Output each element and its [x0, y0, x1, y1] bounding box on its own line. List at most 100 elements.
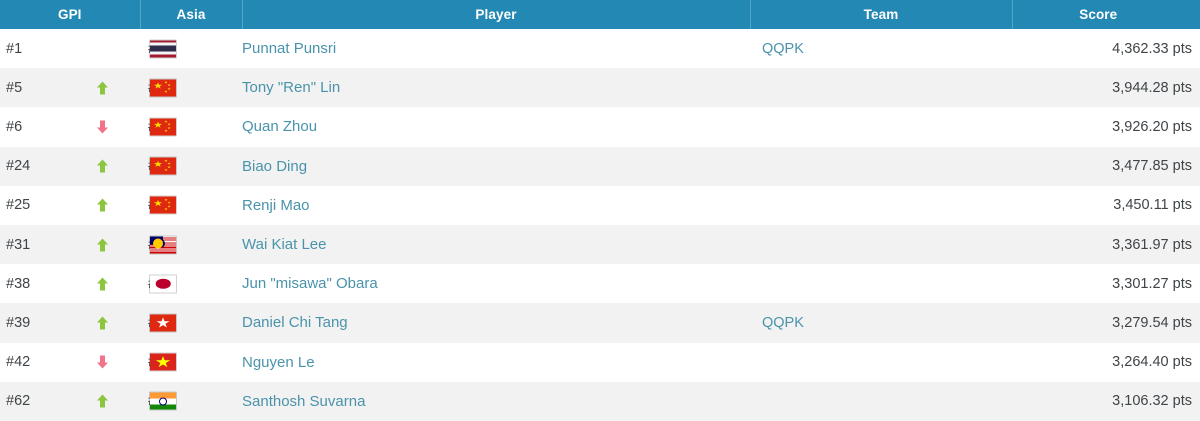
team-cell — [750, 107, 1012, 146]
column-header-score[interactable]: Score — [1079, 7, 1118, 22]
flag-vietnam-icon — [149, 352, 177, 372]
gpi-rank: #5 — [6, 79, 23, 96]
flag-china-icon — [149, 117, 177, 137]
arrow-down-icon — [97, 120, 108, 134]
arrow-up-icon — [97, 316, 108, 330]
gpi-cell: #39 — [0, 303, 140, 342]
gpi-cell: #1 — [0, 29, 140, 68]
score-cell: 3,477.85 pts — [1112, 158, 1192, 175]
team-cell — [750, 264, 1012, 303]
gpi-cell: #24 — [0, 147, 140, 186]
score-cell: 4,362.33 pts — [1112, 40, 1192, 57]
score-cell: 3,301.27 pts — [1112, 275, 1192, 292]
arrow-up-icon — [97, 277, 108, 291]
team-cell — [750, 225, 1012, 264]
arrow-up-icon — [97, 238, 108, 252]
team-cell — [750, 186, 1012, 225]
gpi-rank: #62 — [6, 393, 31, 410]
team-cell — [750, 343, 1012, 382]
player-cell: Santhosh Suvarna — [149, 382, 750, 421]
player-cell: Wai Kiat Lee — [149, 225, 750, 264]
player-name-link[interactable]: Tony "Ren" Lin — [242, 79, 341, 97]
team-cell: QQPK — [750, 303, 1012, 342]
flag-hongkong-icon — [149, 313, 177, 333]
table-row[interactable]: #42#9Nguyen Le3,264.40 pts — [0, 342, 1200, 382]
column-header-gpi[interactable]: GPI — [0, 0, 141, 29]
player-name-link[interactable]: Daniel Chi Tang — [242, 314, 348, 332]
score-cell: 3,450.11 pts — [1113, 197, 1192, 214]
player-name-link[interactable]: Santhosh Suvarna — [242, 392, 366, 410]
gpi-cell: #5 — [0, 68, 140, 107]
team-cell — [750, 147, 1012, 186]
player-name-link[interactable]: Nguyen Le — [242, 353, 315, 371]
arrow-up-icon — [97, 198, 108, 212]
player-cell: Quan Zhou — [149, 107, 750, 146]
flag-malaysia-icon — [149, 235, 177, 255]
player-cell: Daniel Chi Tang — [149, 303, 750, 342]
gpi-cell: #6 — [0, 107, 140, 146]
score-cell: 3,944.28 pts — [1112, 79, 1192, 96]
gpi-cell: #38 — [0, 264, 140, 303]
flag-china-icon — [149, 195, 177, 215]
flag-japan-icon — [149, 274, 177, 294]
player-cell: Renji Mao — [149, 186, 750, 225]
flag-china-icon — [149, 78, 177, 98]
player-name-link[interactable]: Jun "misawa" Obara — [242, 275, 378, 293]
gpi-cell: #62 — [0, 382, 140, 421]
gpi-rank: #38 — [6, 275, 31, 292]
gpi-rank: #42 — [6, 354, 31, 371]
player-cell: Nguyen Le — [149, 343, 750, 382]
gpi-rank: #31 — [6, 236, 31, 253]
gpi-cell: #25 — [0, 186, 140, 225]
arrow-up-icon — [97, 159, 108, 173]
team-cell: QQPK — [750, 29, 1012, 68]
gpi-rank: #25 — [6, 197, 31, 214]
gpi-cell: #42 — [0, 343, 140, 382]
column-header-team[interactable]: Team — [750, 0, 1013, 29]
player-name-link[interactable]: Punnat Punsri — [242, 40, 337, 58]
score-cell: 3,279.54 pts — [1112, 314, 1192, 331]
player-name-link[interactable]: Quan Zhou — [242, 118, 318, 136]
team-name-link[interactable]: QQPK — [762, 40, 804, 57]
player-name-link[interactable]: Renji Mao — [242, 196, 310, 214]
team-cell — [750, 382, 1012, 421]
gpi-rank: #39 — [6, 314, 31, 331]
flag-thailand-icon — [149, 39, 177, 59]
arrow-up-icon — [97, 81, 108, 95]
player-cell: Jun "misawa" Obara — [149, 264, 750, 303]
player-name-link[interactable]: Biao Ding — [242, 157, 308, 175]
team-name-link[interactable]: QQPK — [762, 314, 804, 331]
gpi-rank: #24 — [6, 158, 31, 175]
player-cell: Biao Ding — [149, 147, 750, 186]
header-row: GPI Asia Player Team Score — [0, 0, 1200, 29]
score-cell: 3,264.40 pts — [1112, 354, 1192, 371]
score-cell: 3,106.32 pts — [1112, 393, 1192, 410]
team-cell — [750, 68, 1012, 107]
column-header-player[interactable]: Player — [242, 0, 751, 29]
player-cell: Tony "Ren" Lin — [149, 68, 750, 107]
score-cell: 3,926.20 pts — [1112, 118, 1192, 135]
gpi-rank: #1 — [6, 40, 23, 57]
player-name-link[interactable]: Wai Kiat Lee — [242, 236, 327, 254]
arrow-down-icon — [97, 355, 108, 369]
score-cell: 3,361.97 pts — [1112, 236, 1192, 253]
gpi-rank: #6 — [6, 118, 23, 135]
table-header: GPI Asia Player Team Score — [0, 0, 1200, 29]
player-cell: Punnat Punsri — [149, 29, 750, 68]
column-header-asia[interactable]: Asia — [140, 0, 243, 29]
flag-china-icon — [149, 156, 177, 176]
gpi-cell: #31 — [0, 225, 140, 264]
arrow-up-icon — [97, 394, 108, 408]
flag-india-icon — [149, 391, 177, 411]
